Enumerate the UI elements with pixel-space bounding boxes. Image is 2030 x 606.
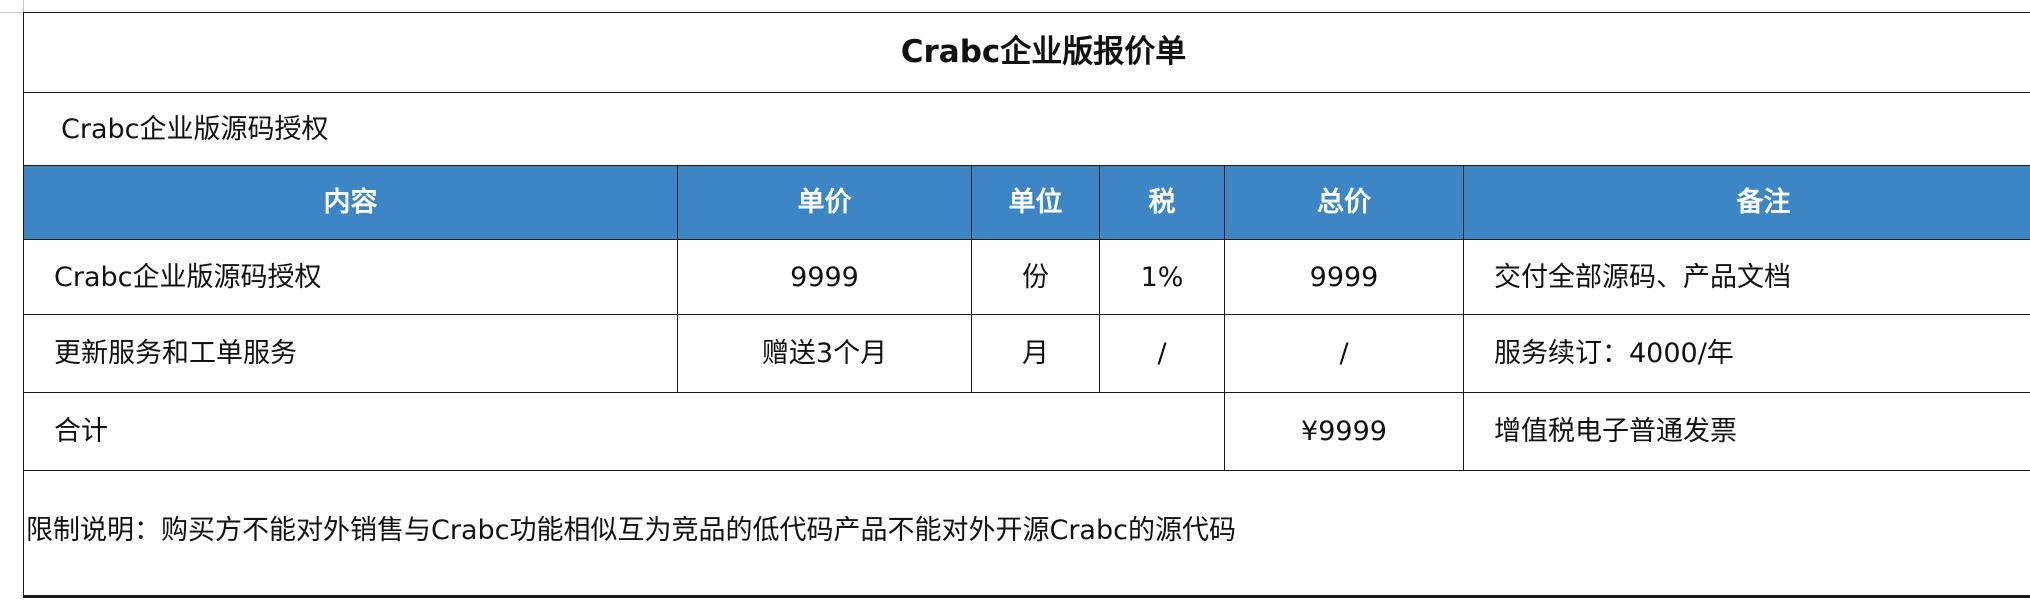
cell-total: / bbox=[1224, 314, 1464, 393]
cell-remark: 交付全部源码、产品文档 bbox=[1462, 239, 2030, 315]
cell-tax: / bbox=[1099, 314, 1225, 393]
header-unit: 单位 bbox=[971, 165, 1100, 240]
title-row: Crabc企业版报价单 bbox=[22, 12, 2030, 93]
cell-unit-price: 9999 bbox=[677, 239, 972, 315]
quote-table: Crabc企业版报价单 Crabc企业版源码授权 内容 单价 单位 税 总价 备… bbox=[22, 12, 2030, 598]
page-corner-guide-vertical bbox=[23, 0, 24, 12]
quote-title: Crabc企业版报价单 bbox=[22, 12, 2030, 93]
header-content: 内容 bbox=[23, 165, 678, 240]
cell-tax: 1% bbox=[1099, 239, 1225, 315]
header-tax: 税 bbox=[1099, 165, 1225, 240]
header-remark: 备注 bbox=[1462, 165, 2030, 240]
page-corner-guide-horizontal bbox=[0, 12, 23, 13]
cell-unit: 月 bbox=[971, 314, 1100, 393]
cell-content: 更新服务和工单服务 bbox=[23, 314, 678, 393]
header-total: 总价 bbox=[1224, 165, 1464, 240]
note-row: 限制说明：购买方不能对外销售与Crabc功能相似互为竞品的低代码产品不能对外开源… bbox=[22, 470, 2030, 598]
summary-label: 合计 bbox=[23, 392, 1225, 471]
table-row: 更新服务和工单服务 赠送3个月 月 / / 服务续订：4000/年 bbox=[23, 314, 2030, 393]
cell-content: Crabc企业版源码授权 bbox=[23, 239, 678, 315]
table-row: Crabc企业版源码授权 9999 份 1% 9999 交付全部源码、产品文档 bbox=[23, 239, 2030, 315]
quote-sheet: Crabc企业版报价单 Crabc企业版源码授权 内容 单价 单位 税 总价 备… bbox=[22, 12, 2030, 606]
summary-row: 合计 ¥9999 增值税电子普通发票 bbox=[23, 392, 2030, 471]
table-header-row: 内容 单价 单位 税 总价 备注 bbox=[23, 165, 2030, 240]
summary-total: ¥9999 bbox=[1224, 392, 1464, 471]
restriction-note: 限制说明：购买方不能对外销售与Crabc功能相似互为竞品的低代码产品不能对外开源… bbox=[22, 470, 2030, 598]
quote-subtitle: Crabc企业版源码授权 bbox=[22, 92, 2030, 166]
subtitle-row: Crabc企业版源码授权 bbox=[22, 92, 2030, 166]
header-unit-price: 单价 bbox=[677, 165, 972, 240]
cell-remark: 服务续订：4000/年 bbox=[1462, 314, 2030, 393]
cell-total: 9999 bbox=[1224, 239, 1464, 315]
summary-remark: 增值税电子普通发票 bbox=[1462, 392, 2030, 471]
cell-unit: 份 bbox=[971, 239, 1100, 315]
cell-unit-price: 赠送3个月 bbox=[677, 314, 972, 393]
